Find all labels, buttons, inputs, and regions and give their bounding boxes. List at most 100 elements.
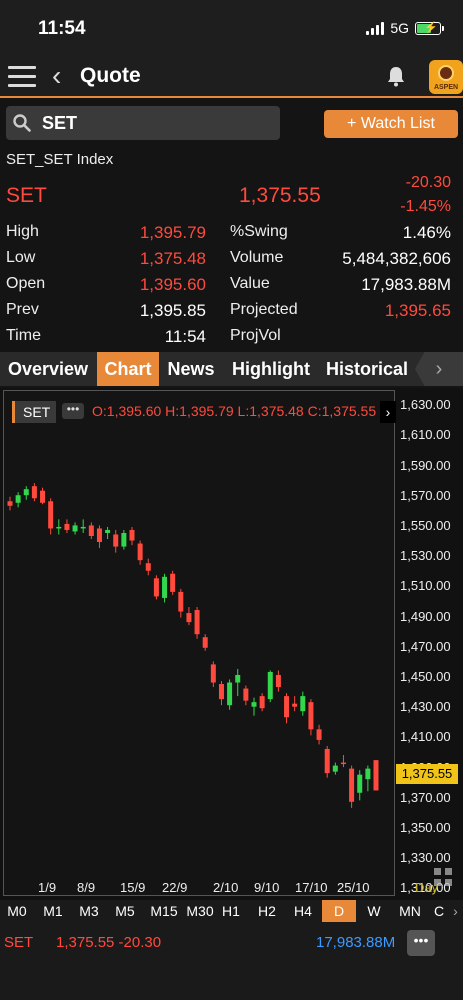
fullscreen-icon[interactable] [432, 866, 454, 888]
bell-icon[interactable] [386, 65, 406, 87]
stat-label-volume: Volume [230, 249, 284, 266]
period-mn[interactable]: MN [399, 903, 421, 919]
period-m1[interactable]: M1 [43, 903, 63, 919]
candle [121, 529, 127, 550]
candle [292, 696, 298, 712]
search-icon [13, 114, 31, 132]
quote-tabs: Overview Chart News Highlight Historical… [0, 352, 463, 386]
aspen-logo[interactable]: ASPEN [429, 60, 463, 94]
footer-more-icon[interactable]: ••• [407, 930, 435, 956]
period-m5[interactable]: M5 [115, 903, 135, 919]
y-tick: 1,570.00 [400, 487, 451, 503]
candle [324, 745, 330, 778]
period-h1[interactable]: H1 [222, 903, 240, 919]
candle [210, 661, 216, 688]
candle [40, 487, 46, 505]
search-value: SET [42, 113, 78, 133]
signal-icon [366, 21, 385, 35]
y-tick: 1,510.00 [400, 578, 451, 594]
candle [300, 691, 306, 716]
ohlc-scroll-icon[interactable]: › [380, 401, 396, 423]
period-c[interactable]: C [433, 903, 445, 919]
period-m0[interactable]: M0 [7, 903, 27, 919]
candle [194, 606, 200, 639]
candle [145, 558, 151, 576]
candle [308, 699, 314, 736]
period-m30[interactable]: M30 [186, 903, 214, 919]
y-tick: 1,610.00 [400, 427, 451, 443]
tab-highlight[interactable]: Highlight [232, 359, 310, 379]
x-tick: 9/10 [254, 880, 280, 895]
chart-symbol-chip[interactable]: SET [12, 401, 57, 423]
candle [227, 679, 233, 710]
y-tick: 1,470.00 [400, 638, 451, 654]
chart-plot-area[interactable]: SET ••• O:1,395.60 H:1,395.79 L:1,375.48… [3, 390, 396, 896]
tab-overview[interactable]: Overview [7, 359, 89, 379]
candle [48, 498, 54, 535]
period-h4[interactable]: H4 [294, 903, 312, 919]
tab-historical[interactable]: Historical [325, 359, 409, 379]
last-price-tag: 1,375.55 [396, 764, 458, 784]
period-m3[interactable]: M3 [79, 903, 99, 919]
status-icons: 5G ⚡ [366, 20, 444, 36]
candle [7, 496, 13, 511]
y-tick: 1,450.00 [400, 668, 451, 684]
stat-label-open: Open [6, 275, 46, 292]
candle [23, 486, 29, 500]
back-chevron-icon[interactable]: ‹ [52, 60, 62, 91]
tabs-scroll-right-icon[interactable]: › [415, 352, 463, 386]
stat-value-high: 1,395.79 [139, 223, 206, 242]
status-time: 11:54 [38, 18, 86, 39]
symbol-search-input[interactable]: SET [6, 106, 280, 140]
stat-label-projected: Projected [230, 301, 298, 318]
stat-value-open: 1,395.60 [139, 275, 206, 294]
stat-value-projected: 1,395.65 [384, 301, 451, 320]
periods-scroll-icon[interactable]: › [453, 903, 458, 919]
stat-value-swing: 1.46% [402, 223, 451, 242]
chart-panel: SET ••• O:1,395.60 H:1,395.79 L:1,375.48… [0, 388, 463, 900]
page-title: Quote [80, 64, 141, 87]
y-tick: 1,430.00 [400, 699, 451, 715]
menu-icon[interactable] [8, 66, 36, 88]
network-label: 5G [390, 20, 409, 36]
candle [243, 685, 249, 706]
candle [153, 575, 159, 600]
x-tick: 8/9 [77, 880, 96, 895]
candle [31, 483, 37, 502]
y-tick: 1,630.00 [400, 397, 451, 413]
stat-label-prev: Prev [6, 301, 39, 318]
period-d[interactable]: D [322, 900, 356, 922]
candle [357, 770, 363, 801]
stat-label-value: Value [230, 275, 270, 292]
candlestick-chart [7, 483, 379, 808]
candle [15, 492, 21, 508]
x-tick: 2/10 [213, 880, 239, 895]
period-h2[interactable]: H2 [258, 903, 276, 919]
battery-icon: ⚡ [415, 21, 444, 35]
footer-symbol: SET [4, 934, 34, 951]
candle [349, 765, 355, 808]
candle [64, 519, 70, 533]
chart-options-icon[interactable]: ••• [62, 403, 84, 419]
footer-value: 17,983.88M [316, 934, 396, 951]
period-w[interactable]: W [367, 903, 381, 919]
add-watch-list-button[interactable]: + Watch List [324, 110, 458, 138]
candle [72, 522, 78, 535]
candle [96, 525, 102, 549]
stat-value-prev: 1,395.85 [139, 301, 206, 320]
tab-news[interactable]: News [167, 359, 215, 379]
last-price: 1,375.55 [239, 184, 321, 207]
quote-symbol: SET [6, 184, 47, 207]
stat-label-projvol: ProjVol [230, 327, 281, 344]
period-m15[interactable]: M15 [150, 903, 178, 919]
candle [88, 522, 94, 540]
candle [365, 765, 371, 792]
y-tick: 1,550.00 [400, 517, 451, 533]
x-tick: 17/10 [295, 880, 328, 895]
logo-emblem-icon [438, 65, 454, 81]
stat-value-time: 11:54 [164, 327, 206, 346]
candle [105, 526, 111, 540]
tab-chart[interactable]: Chart [97, 352, 159, 386]
logo-text: ASPEN [433, 84, 459, 91]
stat-label-low: Low [6, 249, 36, 266]
